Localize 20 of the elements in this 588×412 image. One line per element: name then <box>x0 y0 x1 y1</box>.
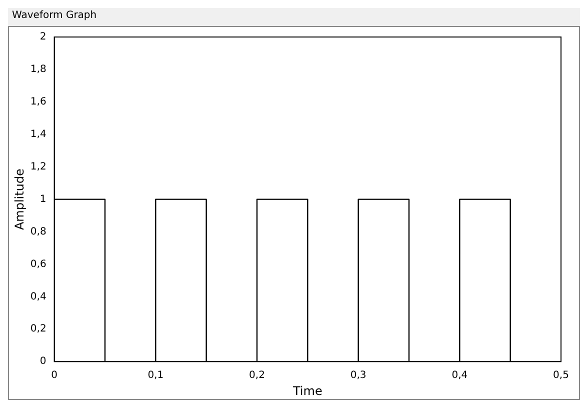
y-tick-label: 0,4 <box>30 291 46 302</box>
x-tick-label: 0,1 <box>148 370 164 382</box>
x-tick-label: 0,5 <box>553 370 569 382</box>
chart-title: Waveform Graph <box>11 9 98 23</box>
x-axis-title: Time <box>292 384 322 398</box>
x-tick-label: 0,3 <box>350 370 366 382</box>
y-tick-label: 0,2 <box>30 324 46 335</box>
y-tick-label: 1,8 <box>30 64 46 76</box>
y-tick-label: 1,4 <box>30 128 46 140</box>
x-tick-label: 0,2 <box>249 370 265 382</box>
y-tick-label: 1 <box>40 194 46 205</box>
x-tick-label: 0 <box>51 370 58 382</box>
x-tick-label: 0,4 <box>452 370 468 382</box>
y-tick-label: 0 <box>40 356 46 368</box>
y-tick-label: 0,8 <box>30 226 46 238</box>
y-tick-label: 1,2 <box>30 161 46 172</box>
y-tick-label: 2 <box>40 32 46 43</box>
y-tick-label: 1,6 <box>30 96 46 108</box>
y-tick-label: 0,6 <box>30 258 46 270</box>
y-axis-title: Amplitude <box>12 168 26 230</box>
